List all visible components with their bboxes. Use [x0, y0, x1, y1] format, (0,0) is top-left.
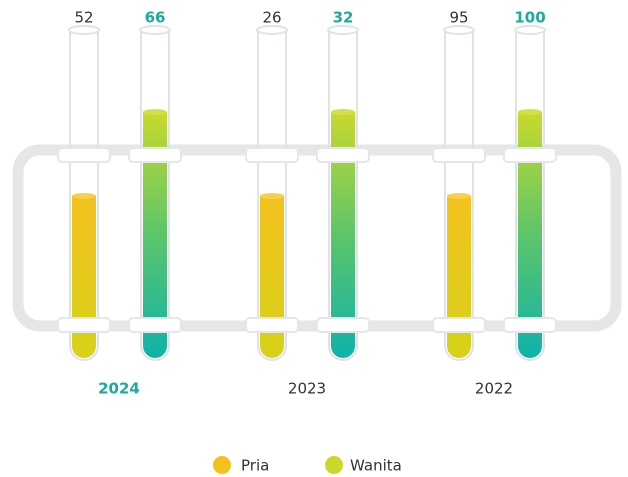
legend-label: Pria	[241, 457, 269, 475]
liquid-top	[331, 109, 355, 115]
liquid	[518, 112, 542, 358]
clamp	[57, 317, 111, 333]
tube	[328, 30, 358, 361]
liquid	[143, 112, 167, 358]
tube	[444, 30, 474, 361]
tubes: 52 66 2024 26 32 2023 95 100 2022	[57, 9, 557, 398]
liquid	[260, 196, 284, 358]
year-label: 2023	[288, 380, 326, 398]
clamp	[245, 147, 299, 163]
liquid-top	[518, 109, 542, 115]
liquid-top	[447, 193, 471, 199]
wanita-value: 32	[333, 9, 354, 27]
liquid	[331, 112, 355, 358]
tube-rim	[68, 25, 100, 35]
tube-rim	[256, 25, 288, 35]
liquid-top	[260, 193, 284, 199]
tube-rim	[514, 25, 546, 35]
wanita-value: 66	[145, 9, 166, 27]
clamp	[57, 147, 111, 163]
tube-rim	[443, 25, 475, 35]
clamp	[432, 317, 486, 333]
tube-rim	[327, 25, 359, 35]
year-label: 2024	[98, 380, 140, 398]
clamp	[503, 147, 557, 163]
liquid	[72, 196, 96, 358]
clamp	[316, 317, 370, 333]
liquid-top	[143, 109, 167, 115]
clamp	[245, 317, 299, 333]
pria-value: 52	[74, 9, 93, 27]
clamp	[432, 147, 486, 163]
legend-swatch	[213, 456, 231, 474]
clamp	[503, 317, 557, 333]
legend-swatch	[325, 456, 343, 474]
wanita-value: 100	[514, 9, 545, 27]
liquid	[447, 196, 471, 358]
pria-value: 95	[449, 9, 468, 27]
clamp	[128, 147, 182, 163]
clamp	[128, 317, 182, 333]
tube-rim	[139, 25, 171, 35]
tube	[69, 30, 99, 361]
tube	[257, 30, 287, 361]
tube	[515, 30, 545, 361]
pria-value: 26	[262, 9, 281, 27]
clamp	[316, 147, 370, 163]
liquid-top	[72, 193, 96, 199]
tube	[140, 30, 170, 361]
legend-label: Wanita	[350, 457, 402, 475]
year-label: 2022	[475, 380, 513, 398]
